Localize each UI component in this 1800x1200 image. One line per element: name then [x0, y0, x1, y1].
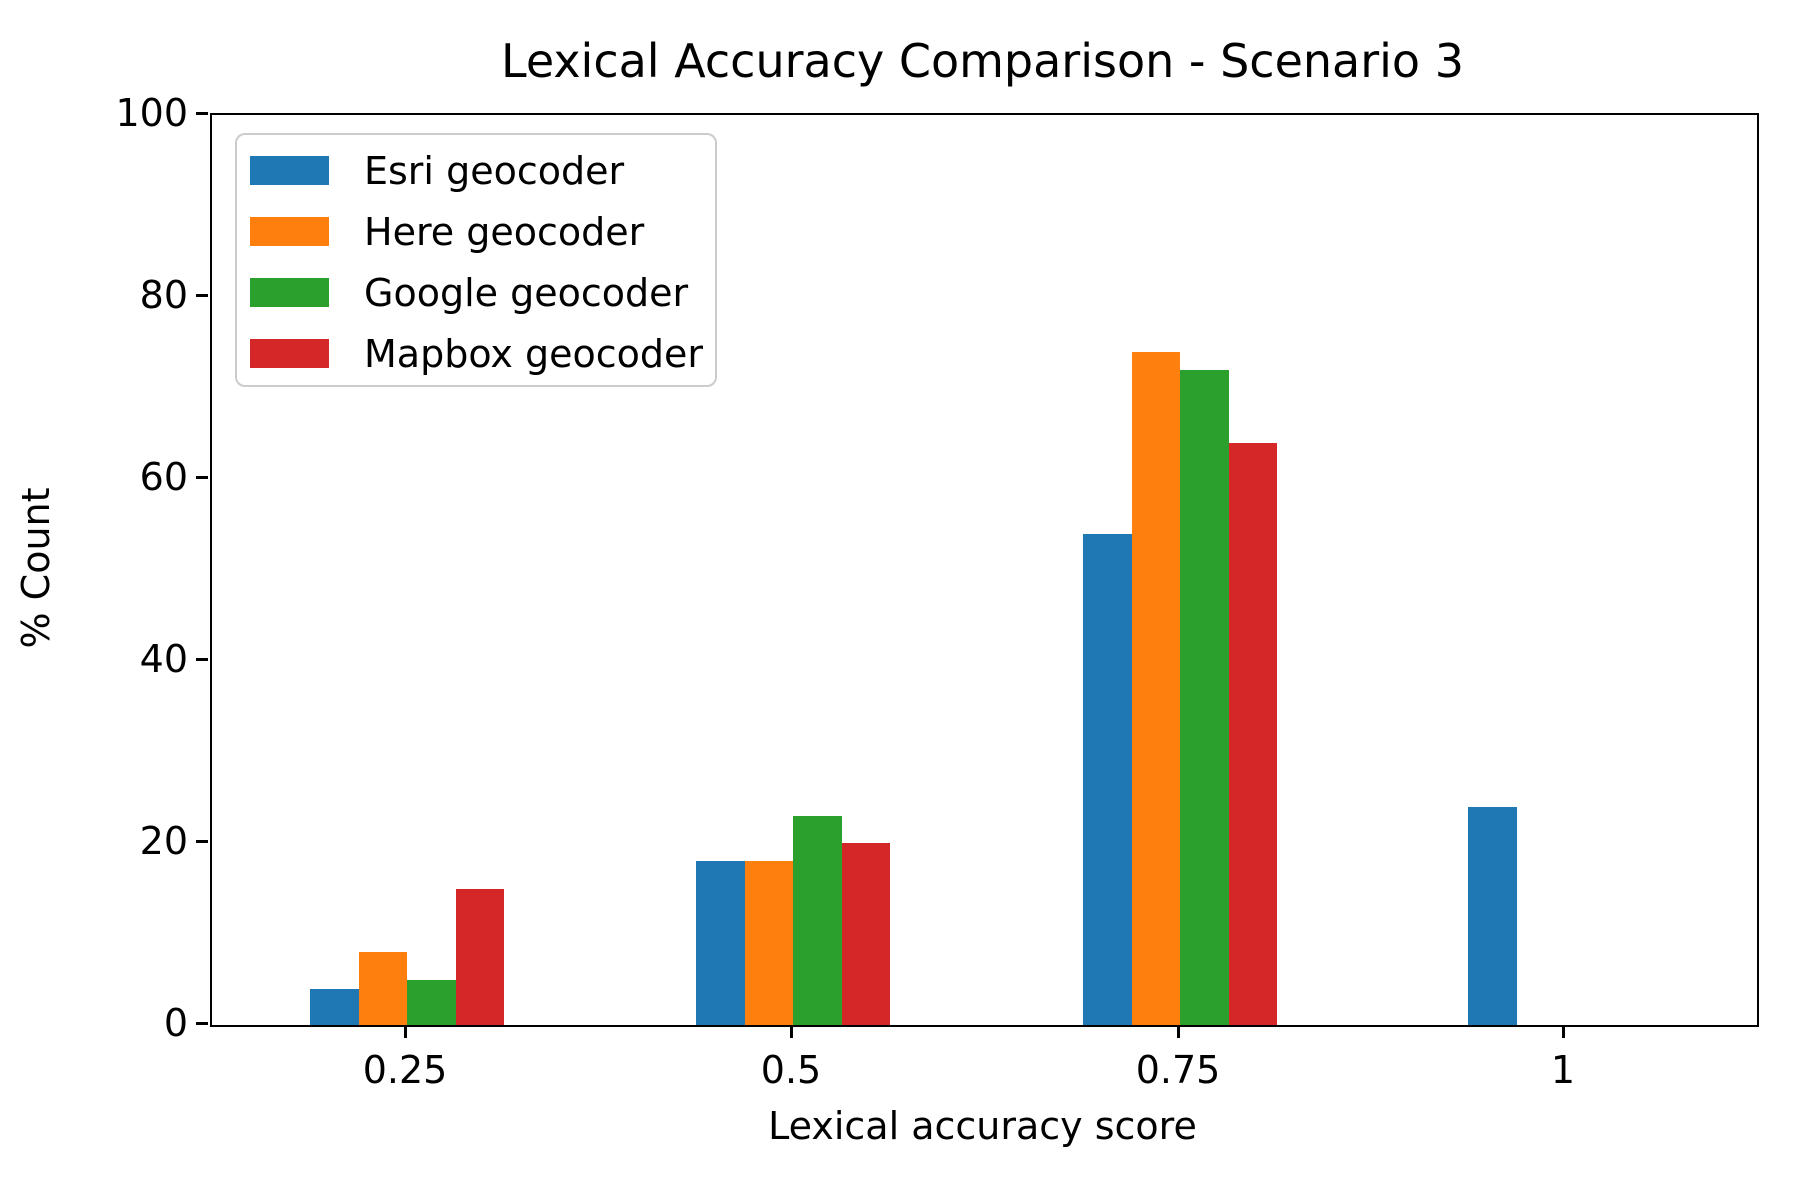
x-tick — [789, 1026, 793, 1038]
bar — [455, 888, 504, 1025]
legend-swatch — [250, 278, 329, 307]
x-tick-label: 1 — [1550, 1048, 1576, 1092]
x-tick-label: 0.75 — [1135, 1048, 1221, 1092]
legend-row: Esri geocoder — [250, 140, 715, 201]
bar — [1228, 442, 1277, 1025]
y-tick-label: 60 — [139, 455, 188, 499]
bar — [1131, 351, 1180, 1025]
y-tick — [196, 111, 208, 115]
legend-label: Google geocoder — [364, 270, 689, 315]
bar — [744, 861, 793, 1025]
legend-row: Here geocoder — [250, 201, 715, 262]
legend-swatch — [250, 217, 329, 246]
legend-label: Here geocoder — [364, 209, 645, 254]
y-tick — [196, 293, 208, 297]
y-tick-label: 80 — [139, 273, 188, 317]
bar — [1180, 369, 1229, 1025]
y-tick-label: 100 — [115, 91, 188, 135]
legend-row: Mapbox geocoder — [250, 323, 715, 384]
y-tick-label: 0 — [163, 1001, 188, 1045]
legend-swatch — [250, 156, 329, 185]
legend-label: Mapbox geocoder — [364, 331, 703, 376]
chart-title: Lexical Accuracy Comparison - Scenario 3 — [501, 34, 1464, 88]
bar — [1083, 533, 1132, 1025]
y-tick — [196, 839, 208, 843]
legend-swatch — [250, 339, 329, 368]
x-tick-label: 0.25 — [362, 1048, 448, 1092]
plot-area: Esri geocoder Here geocoder Google geocode… — [210, 113, 1759, 1027]
x-tick — [1561, 1026, 1565, 1038]
x-tick — [1176, 1026, 1180, 1038]
x-tick-label: 0.5 — [760, 1048, 822, 1092]
x-tick — [403, 1026, 407, 1038]
legend-row: Google geocoder — [250, 262, 715, 323]
bar — [696, 861, 745, 1025]
bar — [310, 988, 359, 1025]
bar — [358, 952, 407, 1025]
y-tick-label: 40 — [139, 637, 188, 681]
y-tick — [196, 475, 208, 479]
y-tick-label: 20 — [139, 819, 188, 863]
x-axis-label: Lexical accuracy score — [768, 1104, 1197, 1148]
bar — [1468, 806, 1517, 1025]
y-tick — [196, 1021, 208, 1025]
legend: Esri geocoder Here geocoder Google geocode… — [235, 133, 717, 387]
bar — [407, 979, 456, 1025]
y-tick — [196, 657, 208, 661]
bar — [841, 843, 890, 1025]
legend-label: Esri geocoder — [364, 148, 625, 193]
bar — [793, 815, 842, 1025]
